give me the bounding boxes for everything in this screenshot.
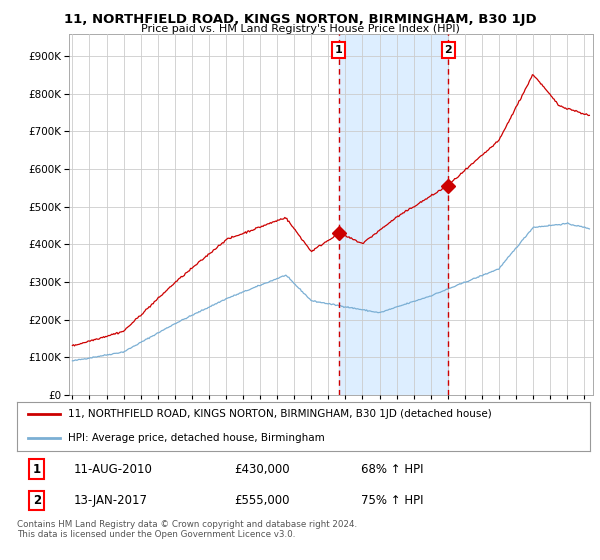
Bar <box>338 34 448 395</box>
Text: Price paid vs. HM Land Registry's House Price Index (HPI): Price paid vs. HM Land Registry's House … <box>140 24 460 34</box>
Text: 2: 2 <box>33 494 41 507</box>
Text: Contains HM Land Registry data © Crown copyright and database right 2024.
This d: Contains HM Land Registry data © Crown c… <box>17 520 357 539</box>
Text: £430,000: £430,000 <box>235 463 290 476</box>
Text: 11, NORTHFIELD ROAD, KINGS NORTON, BIRMINGHAM, B30 1JD (detached house): 11, NORTHFIELD ROAD, KINGS NORTON, BIRMI… <box>68 409 492 419</box>
Text: 68% ↑ HPI: 68% ↑ HPI <box>361 463 423 476</box>
Text: 11-AUG-2010: 11-AUG-2010 <box>74 463 153 476</box>
Text: 1: 1 <box>33 463 41 476</box>
Text: 75% ↑ HPI: 75% ↑ HPI <box>361 494 423 507</box>
Text: 11, NORTHFIELD ROAD, KINGS NORTON, BIRMINGHAM, B30 1JD: 11, NORTHFIELD ROAD, KINGS NORTON, BIRMI… <box>64 13 536 26</box>
Text: HPI: Average price, detached house, Birmingham: HPI: Average price, detached house, Birm… <box>68 433 325 443</box>
Text: 13-JAN-2017: 13-JAN-2017 <box>74 494 148 507</box>
Text: 2: 2 <box>445 45 452 55</box>
Text: £555,000: £555,000 <box>235 494 290 507</box>
Text: 1: 1 <box>335 45 343 55</box>
